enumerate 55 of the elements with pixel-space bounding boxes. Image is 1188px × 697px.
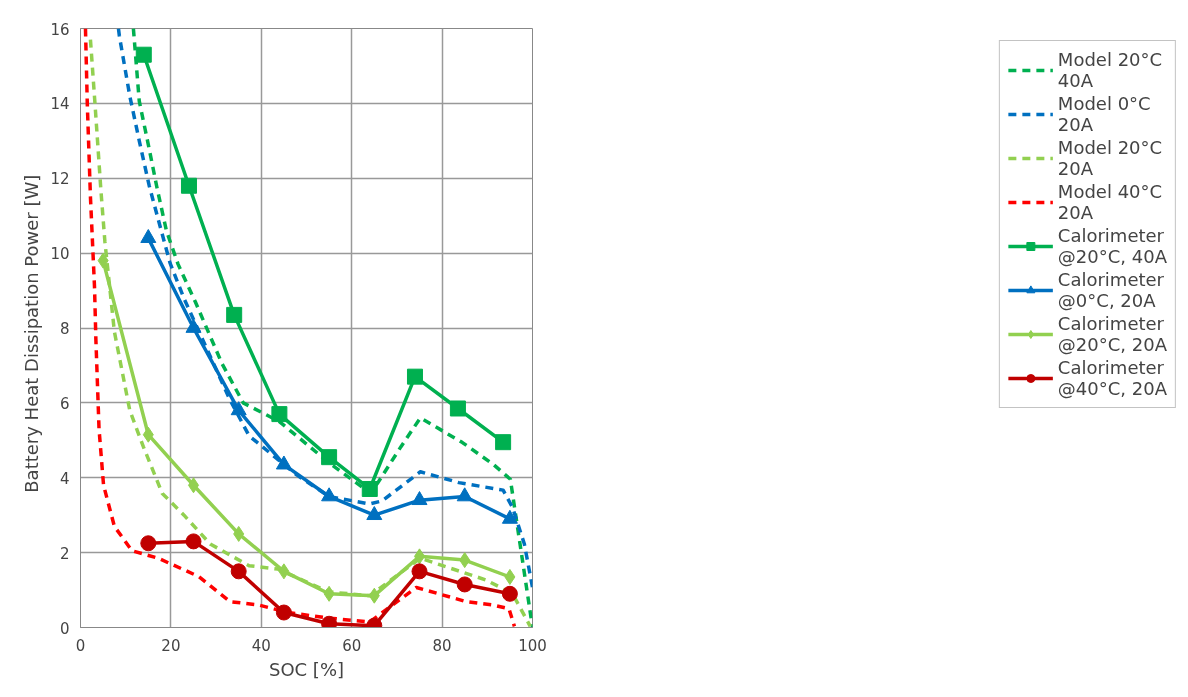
y-tick-label: 14: [50, 95, 70, 114]
y-tick-label: 4: [59, 469, 70, 488]
point: [278, 563, 290, 580]
point: [501, 585, 518, 602]
x-tick-label: 40: [251, 636, 271, 655]
point: [233, 525, 245, 542]
y-tick-label: 2: [59, 544, 70, 563]
point: [230, 401, 247, 416]
legend-label: Model 20°C 40A: [1057, 49, 1163, 91]
y-tick-label: 12: [50, 170, 70, 189]
y-axis-title: Battery Heat Dissipation Power [W]: [21, 174, 43, 493]
legend-label: Calorimeter @20°C, 20A: [1057, 313, 1167, 355]
x-tick-label: 0: [75, 636, 86, 655]
legend-label: Calorimeter @20°C, 40A: [1057, 225, 1167, 267]
point: [406, 368, 423, 385]
point: [97, 252, 109, 269]
legend-label: Calorimeter @0°C, 20A: [1057, 269, 1165, 311]
point: [230, 563, 247, 580]
point: [321, 449, 338, 466]
point: [135, 46, 152, 63]
point: [185, 533, 202, 550]
y-tick-label: 10: [50, 245, 70, 264]
point: [140, 535, 157, 552]
point: [271, 406, 288, 423]
legend-label: Model 40°C 20A: [1057, 181, 1163, 223]
point: [142, 426, 154, 443]
y-tick-label: 0: [59, 619, 70, 638]
point: [449, 400, 466, 417]
point: [361, 480, 378, 497]
point: [275, 604, 292, 621]
point: [495, 434, 512, 451]
point: [456, 576, 473, 593]
y-tick-label: 8: [59, 320, 70, 338]
point: [368, 587, 380, 604]
point: [459, 552, 471, 569]
x-axis-title: SOC [%]: [268, 658, 345, 680]
x-tick-label: 60: [342, 636, 362, 655]
point: [411, 491, 428, 506]
point: [226, 306, 243, 323]
x-tick-label: 20: [161, 636, 181, 655]
legend-label: Model 0°C 20A: [1057, 93, 1151, 135]
y-tick-label: 6: [59, 394, 70, 413]
point: [504, 568, 516, 585]
y-tick-label: 16: [50, 20, 70, 39]
point: [501, 509, 518, 524]
legend-label: Calorimeter @40°C, 20A: [1057, 357, 1167, 399]
point: [275, 455, 292, 470]
x-tick-label: 80: [432, 636, 452, 655]
x-tick-label: 100: [518, 636, 547, 655]
point: [323, 585, 335, 602]
point: [180, 177, 197, 194]
point: [411, 563, 428, 580]
point: [366, 506, 383, 521]
legend-label: Model 20°C 20A: [1057, 137, 1163, 179]
point: [456, 487, 473, 502]
